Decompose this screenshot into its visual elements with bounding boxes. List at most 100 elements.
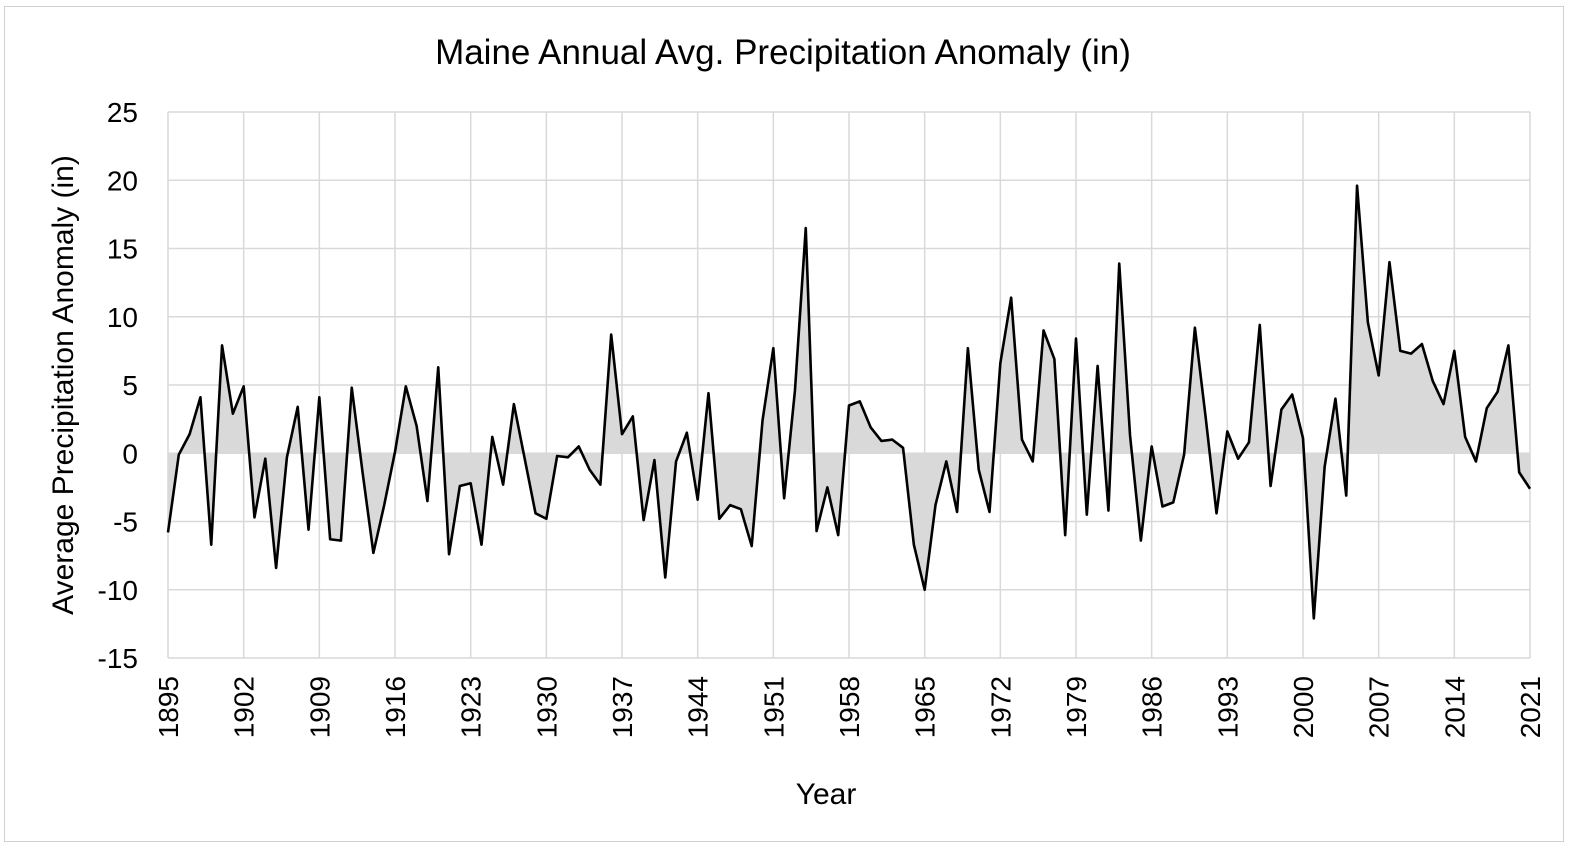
- y-tick-label: 10: [107, 302, 138, 333]
- data-point-1907: [296, 405, 300, 409]
- data-point-2012: [1431, 379, 1435, 383]
- y-tick-label: 5: [122, 370, 138, 401]
- data-point-1919: [425, 499, 429, 503]
- data-point-1952: [782, 496, 786, 500]
- data-point-1996: [1258, 323, 1262, 327]
- data-point-1917: [404, 384, 408, 388]
- data-point-2017: [1485, 406, 1489, 410]
- data-point-1936: [609, 333, 613, 337]
- data-point-1939: [642, 518, 646, 522]
- y-axis-ticks: 25 20 15 10 5 0 -5 -10 -15: [98, 97, 138, 674]
- data-point-1942: [674, 459, 678, 463]
- data-point-1925: [490, 435, 494, 439]
- y-tick-label: 25: [107, 97, 138, 128]
- x-tick-label: 2000: [1288, 676, 1319, 738]
- data-point-1903: [252, 515, 256, 519]
- data-point-1964: [912, 543, 916, 547]
- data-point-1999: [1290, 393, 1294, 397]
- data-point-2011: [1420, 342, 1424, 346]
- data-point-1899: [209, 543, 213, 547]
- data-point-2016: [1474, 459, 1478, 463]
- data-point-1931: [555, 454, 559, 458]
- x-tick-label: 2007: [1364, 676, 1395, 738]
- data-point-1904: [263, 457, 267, 461]
- data-point-1968: [955, 510, 959, 514]
- data-point-1930: [544, 517, 548, 521]
- y-tick-label: 20: [107, 165, 138, 196]
- x-tick-label: 1951: [758, 676, 789, 738]
- data-point-1948: [739, 507, 743, 511]
- data-point-1966: [933, 503, 937, 507]
- x-tick-label: 1993: [1212, 676, 1243, 738]
- data-point-1933: [577, 444, 581, 448]
- data-point-1923: [469, 481, 473, 485]
- x-tick-label: 1902: [229, 676, 260, 738]
- data-point-1953: [793, 388, 797, 392]
- data-point-1914: [371, 551, 375, 555]
- data-point-2019: [1506, 343, 1510, 347]
- data-point-2002: [1323, 465, 1327, 469]
- data-point-1975: [1031, 459, 1035, 463]
- data-point-1977: [1052, 357, 1056, 361]
- data-point-1981: [1096, 364, 1100, 368]
- data-point-1937: [620, 432, 624, 436]
- x-tick-label: 1895: [153, 676, 184, 738]
- data-point-2020: [1517, 470, 1521, 474]
- data-point-1918: [415, 424, 419, 428]
- data-point-1943: [685, 431, 689, 435]
- data-point-2014: [1452, 349, 1456, 353]
- data-point-1960: [869, 425, 873, 429]
- x-tick-label: 1909: [304, 676, 335, 738]
- data-point-1940: [652, 458, 656, 462]
- data-point-1990: [1193, 326, 1197, 330]
- data-point-1941: [663, 575, 667, 579]
- data-point-1978: [1063, 533, 1067, 537]
- data-point-1934: [588, 468, 592, 472]
- data-point-1922: [458, 484, 462, 488]
- data-point-2004: [1344, 494, 1348, 498]
- data-point-1986: [1150, 444, 1154, 448]
- data-point-1984: [1128, 434, 1132, 438]
- data-point-1938: [631, 414, 635, 418]
- data-point-1950: [761, 418, 765, 422]
- data-point-1970: [977, 468, 981, 472]
- data-point-2001: [1312, 616, 1316, 620]
- data-point-1962: [890, 438, 894, 442]
- x-tick-label: 1958: [834, 676, 865, 738]
- data-point-1898: [198, 395, 202, 399]
- x-tick-label: 1944: [683, 676, 714, 738]
- y-tick-label: -15: [98, 643, 138, 674]
- data-point-1993: [1225, 429, 1229, 433]
- data-point-1924: [479, 543, 483, 547]
- data-point-1992: [1215, 511, 1219, 515]
- x-axis-label: Year: [796, 778, 857, 811]
- data-point-1973: [1009, 296, 1013, 300]
- data-point-1995: [1247, 440, 1251, 444]
- data-point-1989: [1182, 453, 1186, 457]
- area-fill: [168, 185, 1530, 619]
- data-point-1908: [307, 528, 311, 532]
- data-point-1980: [1085, 513, 1089, 517]
- data-point-1916: [393, 450, 397, 454]
- data-point-1896: [177, 453, 181, 457]
- data-point-2008: [1387, 260, 1391, 264]
- data-point-2003: [1333, 397, 1337, 401]
- data-point-1897: [188, 432, 192, 436]
- data-point-2006: [1366, 320, 1370, 324]
- data-point-1982: [1106, 509, 1110, 513]
- chart-title: Maine Annual Avg. Precipitation Anomaly …: [435, 33, 1131, 72]
- x-tick-label: 2021: [1515, 676, 1546, 738]
- data-point-1901: [231, 412, 235, 416]
- data-point-1928: [523, 457, 527, 461]
- data-point-1905: [274, 566, 278, 570]
- y-tick-label: 15: [107, 234, 138, 265]
- data-point-1944: [696, 498, 700, 502]
- data-point-1967: [944, 459, 948, 463]
- data-point-1979: [1074, 337, 1078, 341]
- data-point-1947: [728, 503, 732, 507]
- data-point-1921: [447, 552, 451, 556]
- chart-frame: [4, 6, 1564, 842]
- data-point-1906: [285, 455, 289, 459]
- data-point-1913: [361, 470, 365, 474]
